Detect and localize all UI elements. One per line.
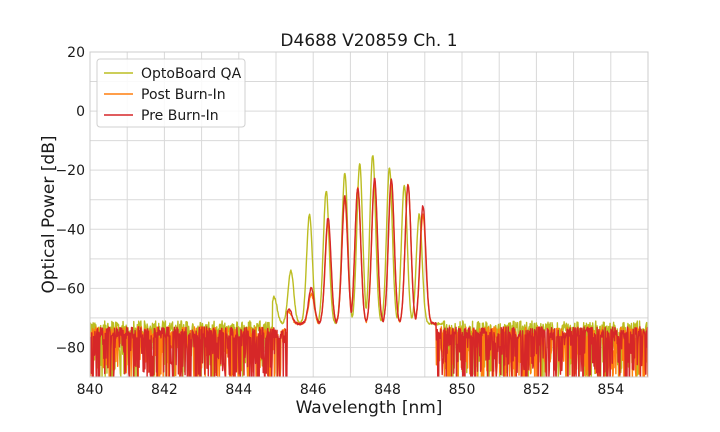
y-tick-label: −60 (55, 281, 85, 297)
legend: OptoBoard QA Post Burn-In Pre Burn-In (96, 58, 246, 128)
y-tick-label: −20 (55, 163, 85, 179)
y-tick-label: 20 (67, 45, 85, 61)
x-tick-labels: 840 842 844 846 848 850 852 854 (77, 382, 625, 398)
x-tick-label: 842 (151, 382, 178, 398)
legend-label: Post Burn-In (141, 87, 226, 103)
series-line-pre-burn-in (90, 177, 648, 377)
legend-box (96, 58, 246, 128)
x-tick-label: 840 (77, 382, 104, 398)
x-tick-label: 854 (597, 382, 624, 398)
x-tick-label: 846 (300, 382, 327, 398)
chart-title: D4688 V20859 Ch. 1 (280, 31, 457, 51)
y-tick-label: 0 (76, 104, 85, 120)
legend-label: OptoBoard QA (141, 66, 242, 82)
y-tick-label: −40 (55, 222, 85, 238)
y-tick-labels: 20 0 −20 −40 −60 −80 (55, 45, 85, 356)
x-tick-label: 844 (225, 382, 252, 398)
y-tick-label: −80 (55, 340, 85, 356)
series-layer (90, 155, 648, 377)
legend-label: Pre Burn-In (141, 108, 219, 124)
x-tick-label: 848 (374, 382, 401, 398)
y-axis-label: Optical Power [dB] (39, 136, 59, 294)
x-tick-label: 850 (449, 382, 476, 398)
x-axis-label: Wavelength [nm] (296, 398, 443, 418)
plot-frame (89, 51, 649, 378)
x-tick-label: 852 (523, 382, 550, 398)
